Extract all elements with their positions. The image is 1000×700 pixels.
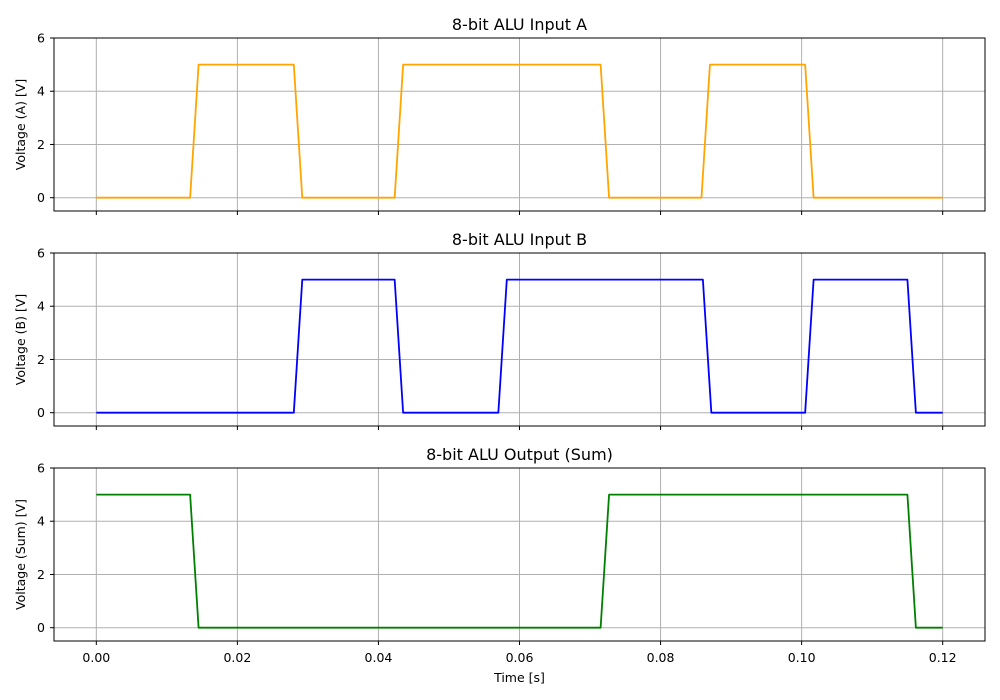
chart-panel-2: 0 2 4 6 8-bit ALU Input B Voltage (B) [V]	[13, 230, 986, 430]
y-tick-label: 4	[37, 84, 45, 99]
chart-panel-3: 0 2 4 6 0.00 0.02 0.04 0.06 0.08 0.10 0.12 8-bit AL…	[13, 445, 986, 685]
x-tick-label: 0.12	[929, 650, 957, 665]
x-tick-label: 0.10	[788, 650, 816, 665]
chart-title: 8-bit ALU Output (Sum)	[426, 445, 613, 464]
y-tick-label: 6	[37, 461, 45, 476]
y-tick-label: 6	[37, 246, 45, 261]
chart-title: 8-bit ALU Input B	[452, 230, 587, 249]
y-tick-label: 2	[37, 567, 45, 582]
x-tick-label: 0.04	[365, 650, 393, 665]
y-tick-label: 2	[37, 352, 45, 367]
x-tick-label: 0.06	[506, 650, 534, 665]
y-axis-label: Voltage (B) [V]	[13, 294, 28, 385]
y-tick-label: 2	[37, 137, 45, 152]
chart-panel-1: 0 2 4 6 8-bit ALU Input A Voltage (A) [V]	[13, 15, 986, 215]
chart-title: 8-bit ALU Input A	[452, 15, 587, 34]
x-tick-label: 0.08	[647, 650, 675, 665]
y-tick-label: 0	[37, 620, 45, 635]
y-tick-label: 4	[37, 299, 45, 314]
series-line	[96, 493, 943, 629]
x-tick-label: 0.00	[82, 650, 110, 665]
x-axis-label: Time [s]	[493, 670, 545, 685]
y-axis-label: Voltage (Sum) [V]	[13, 499, 28, 610]
series-line	[96, 278, 943, 414]
y-axis-label: Voltage (A) [V]	[13, 79, 28, 170]
x-tick-label: 0.02	[223, 650, 251, 665]
y-tick-label: 0	[37, 405, 45, 420]
y-tick-label: 0	[37, 190, 45, 205]
y-tick-label: 6	[37, 31, 45, 46]
y-tick-label: 4	[37, 514, 45, 529]
series-line	[96, 63, 943, 199]
